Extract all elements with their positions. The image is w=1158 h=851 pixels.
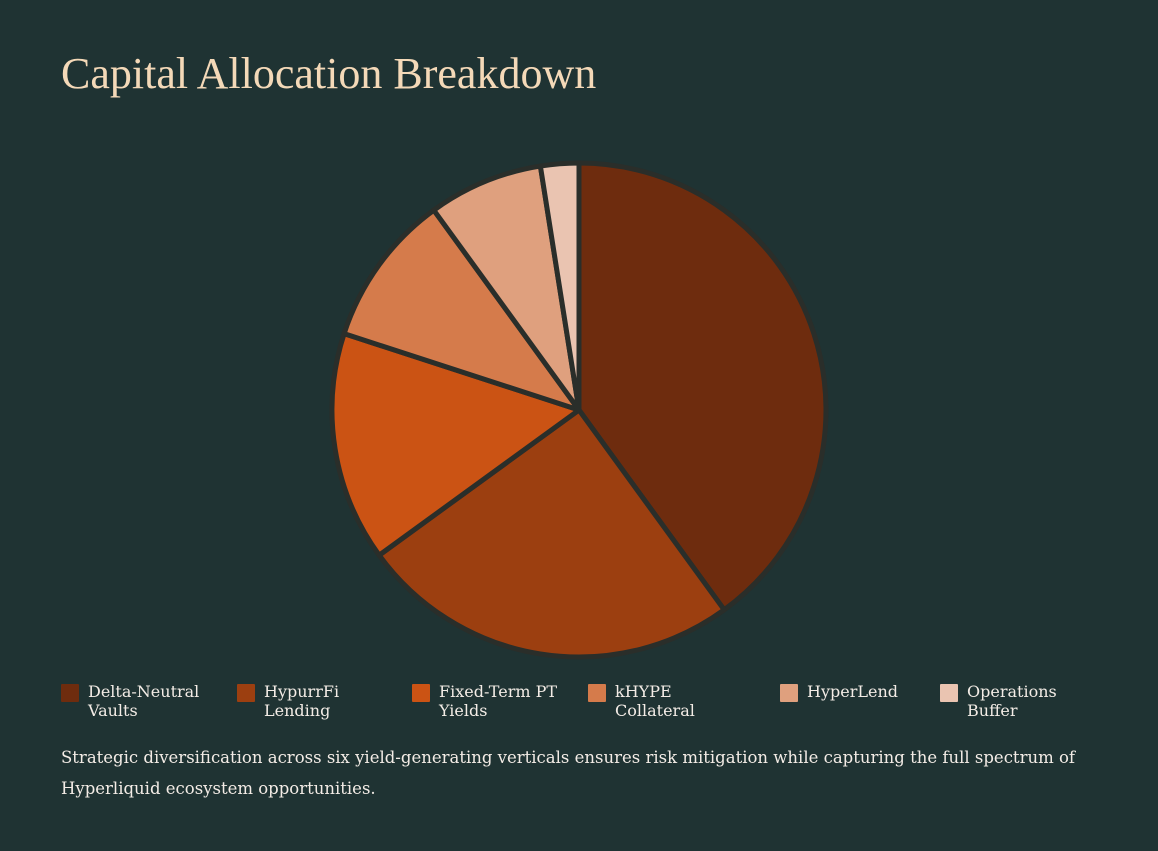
chart-title: Capital Allocation Breakdown: [61, 49, 597, 98]
legend-item[interactable]: Operations Buffer: [940, 682, 1110, 720]
chart-caption: Strategic diversification across six yie…: [61, 748, 1076, 798]
legend-label: Delta-Neutral Vaults: [88, 682, 200, 720]
pie-slice[interactable]: [329, 331, 582, 558]
legend-swatch: [588, 684, 606, 702]
pie-slice[interactable]: [376, 407, 727, 660]
legend-item[interactable]: kHYPE Collateral: [588, 682, 758, 720]
pie-chart-container: [320, 152, 840, 672]
legend-swatch: [412, 684, 430, 702]
chart-legend: Delta-Neutral Vaults HypurrFi Lending Fi…: [61, 682, 1111, 726]
legend-item[interactable]: Fixed-Term PT Yields: [412, 682, 582, 720]
legend-label: HypurrFi Lending: [264, 682, 340, 720]
pie-slice[interactable]: [576, 160, 829, 613]
pie-slice[interactable]: [537, 160, 582, 413]
legend-swatch: [237, 684, 255, 702]
legend-item[interactable]: HypurrFi Lending: [237, 682, 407, 720]
legend-swatch: [780, 684, 798, 702]
legend-swatch: [940, 684, 958, 702]
legend-item[interactable]: Delta-Neutral Vaults: [61, 682, 231, 720]
legend-item[interactable]: HyperLend: [780, 682, 950, 702]
pie-slice[interactable]: [341, 207, 582, 413]
legend-label: HyperLend: [807, 682, 898, 701]
legend-label: Fixed-Term PT Yields: [439, 682, 558, 720]
legend-swatch: [61, 684, 79, 702]
legend-label: Operations Buffer: [967, 682, 1057, 720]
pie-chart: [329, 160, 829, 660]
legend-label: kHYPE Collateral: [615, 682, 695, 720]
